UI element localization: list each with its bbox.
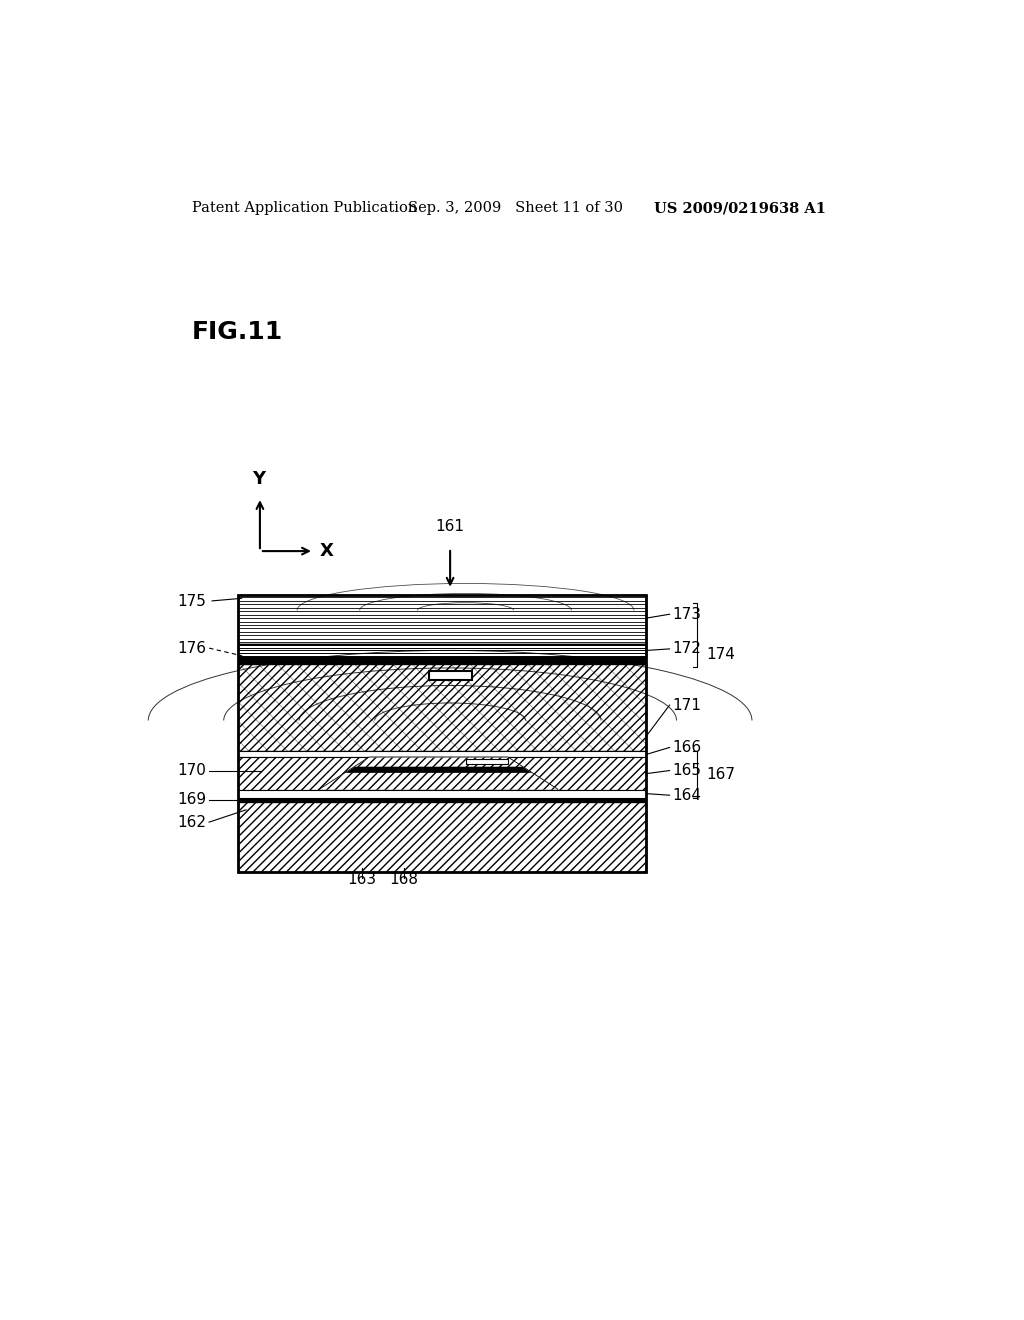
Polygon shape (345, 767, 531, 774)
Bar (239, 595, 646, 644)
Text: 167: 167 (707, 767, 735, 781)
Text: Y: Y (252, 470, 265, 488)
Text: US 2009/0219638 A1: US 2009/0219638 A1 (654, 202, 826, 215)
Polygon shape (319, 758, 558, 789)
Text: 163: 163 (347, 871, 376, 887)
Text: 171: 171 (672, 697, 700, 713)
Bar (239, 595, 646, 873)
Text: 170: 170 (177, 763, 206, 777)
Text: 173: 173 (672, 607, 700, 622)
Bar (239, 644, 646, 657)
Text: FIG.11: FIG.11 (193, 319, 284, 343)
Text: 172: 172 (672, 642, 700, 656)
Bar (239, 751, 646, 758)
Text: Patent Application Publication: Patent Application Publication (193, 202, 418, 215)
Text: 166: 166 (672, 741, 701, 755)
Text: 169: 169 (177, 792, 206, 808)
Polygon shape (319, 758, 558, 789)
Text: Sep. 3, 2009   Sheet 11 of 30: Sep. 3, 2009 Sheet 11 of 30 (408, 202, 623, 215)
Text: 168: 168 (389, 871, 419, 887)
Text: 176: 176 (177, 640, 206, 656)
Bar (239, 758, 646, 789)
Bar (429, 671, 472, 681)
Text: 161: 161 (435, 519, 465, 535)
Bar (466, 759, 508, 763)
Bar (239, 664, 646, 751)
Text: 174: 174 (707, 647, 735, 661)
Text: 165: 165 (672, 763, 700, 777)
Bar (239, 803, 646, 873)
Text: 164: 164 (672, 788, 700, 803)
Text: X: X (319, 543, 334, 560)
Text: 175: 175 (177, 594, 206, 609)
Text: 162: 162 (177, 814, 206, 830)
Bar (239, 657, 646, 664)
Bar (239, 789, 646, 797)
Bar (239, 797, 646, 803)
